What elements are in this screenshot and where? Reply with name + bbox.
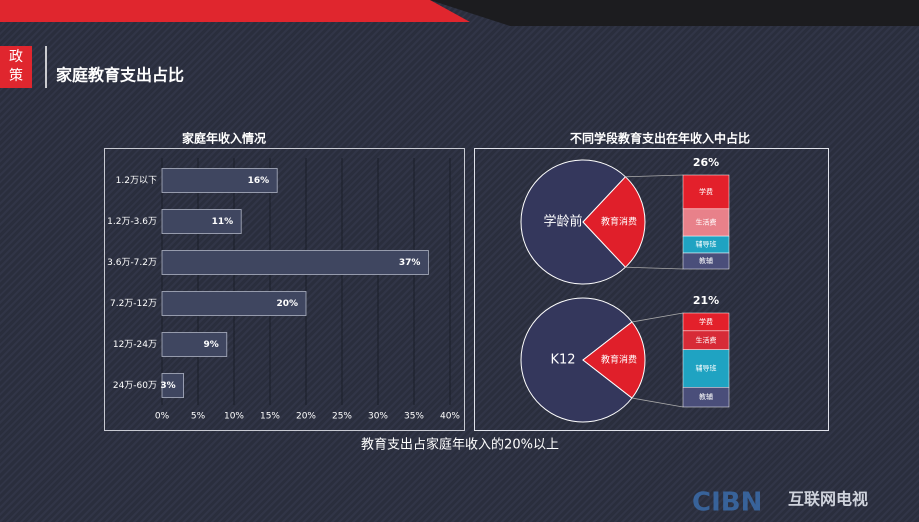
connector <box>625 174 684 178</box>
slice-label: 教育消费 <box>601 216 637 228</box>
bar-panel <box>104 148 465 431</box>
logo-mark: CIBN <box>692 488 762 518</box>
bar <box>161 373 185 398</box>
breakdown-segment <box>682 208 730 237</box>
badge-text: 政 <box>9 49 23 65</box>
connector <box>625 266 684 270</box>
top-band-red <box>0 0 470 22</box>
bar <box>161 209 242 234</box>
bar <box>161 250 429 275</box>
segment-label: 教辅 <box>699 392 713 401</box>
pie-slice <box>582 176 646 268</box>
y-tick-label: 24万-60万 <box>113 381 157 391</box>
page-title: 家庭教育支出占比 <box>56 66 184 85</box>
y-tick-label: 7.2万-12万 <box>110 299 157 309</box>
top-band-dark <box>430 0 919 26</box>
value-label: 37% <box>399 258 421 268</box>
y-tick-label: 1.2万以下 <box>116 176 157 186</box>
chart-title: 不同学段教育支出在年收入中占比 <box>570 131 750 146</box>
breakdown-segment <box>682 174 730 210</box>
pie-panel <box>474 148 829 431</box>
pie-slice <box>582 321 646 399</box>
breakdown-segment <box>682 349 730 388</box>
segment-label: 学费 <box>699 317 713 326</box>
x-tick-label: 15% <box>260 412 280 422</box>
x-tick-label: 10% <box>224 412 244 422</box>
segment-label: 辅导班 <box>696 363 717 372</box>
segment-label: 辅导班 <box>696 240 717 249</box>
x-tick-label: 40% <box>440 412 460 422</box>
connector <box>631 312 684 323</box>
value-label: 3% <box>160 381 175 391</box>
segment-label: 生活费 <box>696 217 717 226</box>
y-tick-label: 12万-24万 <box>113 340 157 350</box>
y-tick-label: 3.6万-7.2万 <box>107 258 157 268</box>
pie-slice <box>520 297 633 423</box>
segment-label: 生活费 <box>696 335 717 344</box>
x-tick-label: 0% <box>155 412 170 422</box>
x-tick-label: 5% <box>191 412 206 422</box>
pie-slice <box>520 159 627 285</box>
value-label: 9% <box>204 340 219 350</box>
chart-title: 家庭年收入情况 <box>182 131 266 146</box>
bar <box>161 291 307 316</box>
logo-text: 互联网电视 <box>788 490 868 509</box>
badge <box>0 46 32 88</box>
connector <box>631 397 684 408</box>
slice-label: 教育消费 <box>601 354 637 366</box>
value-label: 20% <box>276 299 298 309</box>
slice-label: 学龄前 <box>543 214 582 230</box>
bar <box>161 332 228 357</box>
footer-caption: 教育支出占家庭年收入的20%以上 <box>361 437 559 453</box>
bar <box>161 168 278 193</box>
value-label: 26% <box>693 156 719 169</box>
value-label: 11% <box>212 217 234 227</box>
value-label: 21% <box>693 294 719 307</box>
slice-label: K12 <box>550 353 575 368</box>
y-tick-label: 1.2万-3.6万 <box>107 217 157 227</box>
x-tick-label: 35% <box>404 412 424 422</box>
value-label: 16% <box>248 176 270 186</box>
x-tick-label: 20% <box>296 412 316 422</box>
x-tick-label: 25% <box>332 412 352 422</box>
badge-text: 策 <box>9 67 23 84</box>
breakdown-segment <box>682 252 730 270</box>
x-tick-label: 30% <box>368 412 388 422</box>
segment-label: 学费 <box>699 187 713 196</box>
segment-label: 教辅 <box>699 256 713 265</box>
breakdown-segment <box>682 387 730 408</box>
